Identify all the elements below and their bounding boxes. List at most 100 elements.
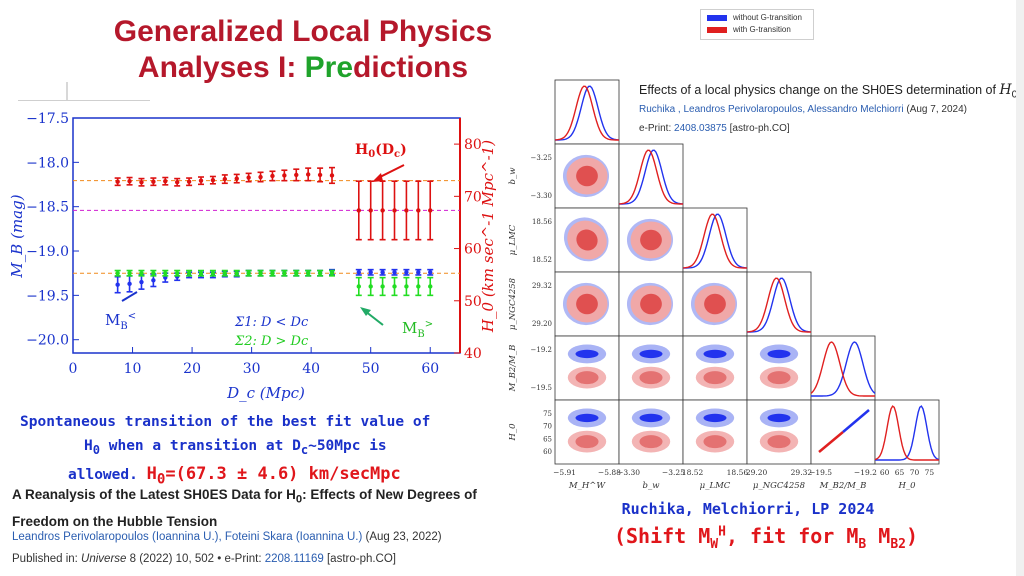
- data-point: [138, 177, 145, 187]
- corner-panel: [554, 79, 620, 145]
- corner-y-param-label: M_B2/M_B: [508, 345, 518, 393]
- data-point: [221, 174, 228, 185]
- h0-arrowhead: [372, 173, 383, 182]
- mb-lt-arrow: [121, 291, 138, 302]
- data-point: [281, 269, 288, 277]
- ref1-eprint-link[interactable]: 2208.11169: [264, 553, 324, 565]
- x-tick-label: 60: [421, 361, 439, 377]
- legend-swatch-red: [707, 26, 727, 33]
- data-point: [355, 180, 362, 241]
- ref1-author-links[interactable]: Leandros Perivolaropoulos (Ioannina U.),…: [12, 531, 363, 543]
- point-marker: [234, 176, 239, 181]
- point-marker: [246, 270, 251, 276]
- contour-red-inner: [703, 435, 727, 449]
- corner-panel: [682, 207, 748, 273]
- data-point: [317, 167, 324, 183]
- point-marker: [246, 175, 251, 180]
- slide-title: Generalized Local Physics Analyses I: Pr…: [60, 14, 546, 86]
- point-marker: [416, 284, 421, 289]
- corner-x-tick-label: 18.52: [682, 468, 704, 477]
- point-marker: [294, 172, 299, 178]
- point-marker: [317, 270, 323, 276]
- point-marker: [404, 284, 409, 289]
- x-tick-label: 30: [243, 361, 261, 377]
- data-point: [114, 269, 121, 277]
- caption-h0-value: H0=(67.3 ± 4.6) km/secMpc: [146, 463, 401, 488]
- contour-red-inner: [576, 165, 598, 187]
- data-point: [403, 180, 410, 241]
- y-right-tick-label: 70: [464, 189, 482, 205]
- data-point: [391, 180, 398, 241]
- contour-red-inner: [575, 435, 599, 449]
- point-marker: [428, 208, 433, 213]
- corner-x-tick-label: 18.56: [727, 468, 749, 477]
- data-point: [233, 269, 240, 277]
- point-marker: [305, 172, 311, 177]
- point-marker: [368, 270, 373, 275]
- data-point: [403, 268, 410, 276]
- point-marker: [198, 178, 204, 183]
- marginal-curve: [746, 277, 811, 333]
- point-marker: [163, 178, 168, 184]
- mb-gt-annotation: MB>: [402, 319, 433, 340]
- corner-y-tick-label: −3.30: [531, 192, 552, 200]
- data-point: [245, 172, 252, 183]
- contour-red-inner: [576, 293, 598, 315]
- slide-title-line2-b: dictions: [353, 51, 469, 84]
- ref1-title[interactable]: A Reanalysis of the Latest SH0ES Data fo…: [12, 487, 477, 529]
- corner-x-tick-label: 75: [925, 468, 935, 477]
- contour-red-inner: [767, 371, 791, 385]
- data-point: [114, 275, 121, 294]
- corner-y-tick-label: 60: [543, 448, 552, 456]
- point-marker: [115, 179, 120, 184]
- data-point: [427, 180, 434, 241]
- data-point: [198, 269, 205, 277]
- y-right-tick-label: 60: [464, 242, 482, 258]
- point-marker: [115, 282, 120, 287]
- corner-panel: [746, 271, 812, 337]
- data-point: [403, 276, 410, 297]
- corner-x-tick-label: 70: [910, 468, 920, 477]
- y-tick-label: −19.5: [26, 288, 69, 304]
- point-marker: [174, 180, 180, 185]
- contour-red-inner: [639, 371, 663, 385]
- point-marker: [317, 172, 323, 178]
- ref2-author-links[interactable]: Ruchika , Leandros Perivolaropoulos, Ale…: [639, 104, 904, 115]
- corner-x-tick-label: 29.20: [746, 468, 768, 477]
- corner-x-param-label: μ_NGC4258: [753, 481, 806, 491]
- corner-x-param-label: M_H^W: [568, 481, 606, 491]
- y-tick-label: −19.0: [26, 244, 69, 260]
- corner-legend: without G-transition with G-transition: [700, 9, 814, 40]
- y-right-tick-label: 50: [464, 294, 482, 310]
- corner-y-param-label: H_0: [508, 423, 518, 442]
- corner-plot: −5.91 −5.88M_H^W−3.30 −3.25b_w18.52 18.56μ_…: [508, 79, 940, 491]
- point-marker: [210, 177, 216, 183]
- corner-x-tick-label: −5.88: [598, 468, 621, 477]
- data-point: [379, 180, 386, 241]
- y-tick-label: −18.5: [26, 200, 69, 216]
- legend-swatch-blue: [707, 14, 727, 21]
- contour-red-inner: [767, 435, 791, 449]
- data-point: [257, 269, 264, 277]
- point-marker: [392, 270, 397, 275]
- data-point: [281, 169, 288, 182]
- data-point: [367, 276, 374, 297]
- data-point: [162, 269, 169, 277]
- data-point: [150, 177, 157, 187]
- data-point: [174, 269, 181, 277]
- data-point: [379, 276, 386, 297]
- ref2-eprint-link[interactable]: 2408.03875: [674, 123, 727, 134]
- ref2-title[interactable]: Effects of a local physics change on the…: [639, 82, 1018, 101]
- legend-sigma1: Σ1: D < Dc: [234, 315, 309, 330]
- x-tick-label: 50: [362, 361, 380, 377]
- data-point: [391, 276, 398, 297]
- data-point: [415, 180, 422, 241]
- ref1-publication: Published in: Universe 8 (2022) 10, 502 …: [12, 553, 396, 565]
- data-point: [355, 268, 362, 276]
- contour-red-inner: [639, 435, 663, 449]
- legend-sigma2: Σ2: D > Dc: [234, 334, 309, 349]
- corner-y-tick-label: −19.5: [531, 384, 552, 392]
- degeneracy-line-red: [818, 431, 844, 453]
- point-marker: [127, 270, 132, 276]
- point-marker: [151, 270, 156, 276]
